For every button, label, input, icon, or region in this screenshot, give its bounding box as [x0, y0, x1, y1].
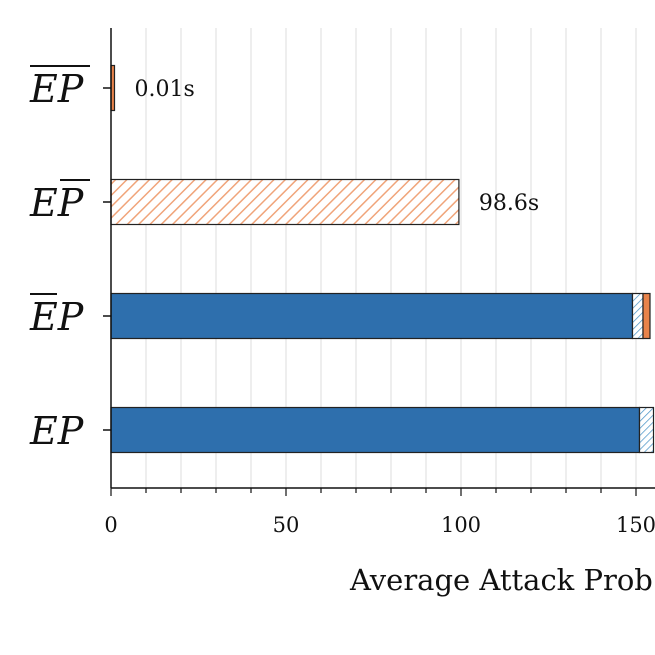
category-label: EP — [29, 295, 85, 339]
bar-segment — [638, 406, 655, 454]
x-tick-label: 100 — [441, 513, 481, 537]
bar-segment — [642, 292, 651, 340]
x-tick-label: 150 — [616, 513, 655, 537]
category-label: EP — [29, 409, 85, 453]
bar-segment — [110, 292, 634, 340]
bar-segment — [110, 178, 460, 226]
data-label: 0.01s — [135, 77, 195, 102]
x-tick-label: 0 — [104, 513, 117, 537]
x-axis-label: Average Attack Prob — [349, 563, 653, 597]
labels: Average Attack Prob 0.01s 98.6s 0 50 100 150 E… — [29, 65, 655, 597]
data-label: 98.6s — [479, 191, 539, 216]
bars — [110, 64, 655, 454]
category-label: EP — [29, 181, 85, 225]
x-tick-label: 50 — [273, 513, 300, 537]
bar-segment — [110, 406, 641, 454]
axes — [103, 28, 655, 496]
category-label: EP — [29, 67, 85, 111]
bar-segment — [631, 292, 644, 340]
